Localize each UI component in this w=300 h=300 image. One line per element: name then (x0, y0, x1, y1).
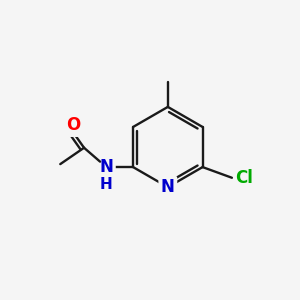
Text: N: N (161, 178, 175, 196)
Text: Cl: Cl (236, 169, 253, 187)
Text: O: O (67, 116, 81, 134)
Text: N: N (99, 158, 113, 176)
Text: H: H (100, 178, 113, 193)
